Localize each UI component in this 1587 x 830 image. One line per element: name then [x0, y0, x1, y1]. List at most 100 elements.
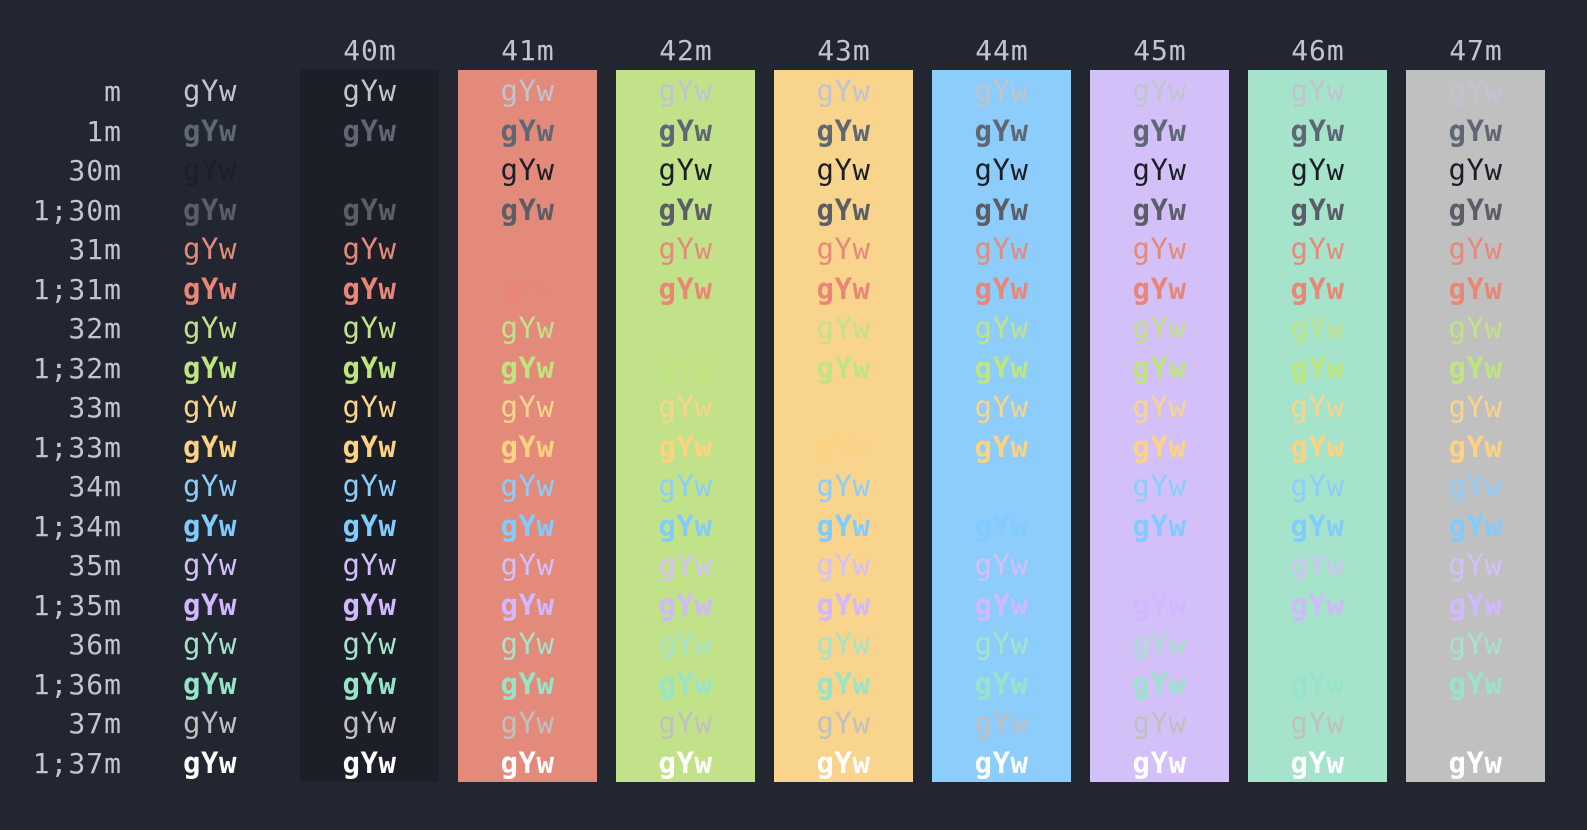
sample-cell: gYw — [342, 587, 397, 622]
sample-cell: gYw — [658, 311, 713, 345]
sample-cell: gYw — [1448, 74, 1503, 108]
bg-column-45m — [1090, 70, 1229, 782]
sample-cell: gYw — [500, 271, 555, 306]
sample-cell: gYw — [342, 74, 397, 108]
bg-column-41m — [458, 70, 597, 782]
sample-cell: gYw — [1290, 666, 1345, 701]
sample-cell: gYw — [500, 192, 555, 227]
sample-cell: gYw — [1132, 429, 1187, 464]
sample-cell: gYw — [1132, 587, 1187, 622]
sample-cell: gYw — [1290, 232, 1345, 266]
sample-default-bg: gYw — [183, 627, 237, 661]
sample-cell: gYw — [1290, 271, 1345, 306]
sample-cell: gYw — [658, 548, 713, 582]
sample-cell: gYw — [1448, 548, 1503, 582]
sample-cell: gYw — [658, 232, 713, 266]
sample-cell: gYw — [500, 232, 555, 266]
sample-cell: gYw — [1448, 390, 1503, 424]
sample-cell: gYw — [974, 350, 1029, 385]
sample-cell: gYw — [658, 508, 713, 543]
sample-cell: gYw — [816, 587, 871, 622]
sample-cell: gYw — [1448, 706, 1503, 740]
bg-column-40m — [300, 70, 439, 782]
sample-cell: gYw — [1448, 113, 1503, 148]
sample-cell: gYw — [500, 508, 555, 543]
row-label-31m: 31m — [68, 233, 122, 266]
sample-cell: gYw — [816, 548, 871, 582]
sample-cell: gYw — [342, 271, 397, 306]
sample-cell: gYw — [658, 192, 713, 227]
sample-cell: gYw — [816, 627, 871, 661]
sample-cell: gYw — [342, 390, 397, 424]
sample-default-bg: gYw — [183, 508, 237, 543]
sample-cell: gYw — [342, 666, 397, 701]
sample-cell: gYw — [974, 311, 1029, 345]
sample-cell: gYw — [658, 469, 713, 503]
sample-cell: gYw — [1448, 469, 1503, 503]
sample-default-bg: gYw — [183, 666, 237, 701]
sample-cell: gYw — [974, 469, 1029, 503]
sample-cell: gYw — [342, 232, 397, 266]
bg-column-46m — [1248, 70, 1387, 782]
sample-default-bg: gYw — [183, 153, 237, 187]
row-label-1-30m: 1;30m — [32, 193, 122, 227]
sample-default-bg: gYw — [183, 350, 237, 385]
sample-cell: gYw — [974, 666, 1029, 701]
sample-cell: gYw — [1132, 508, 1187, 543]
sample-cell: gYw — [1290, 429, 1345, 464]
sample-cell: gYw — [1448, 666, 1503, 701]
bg-column-44m — [932, 70, 1071, 782]
sample-cell: gYw — [1132, 153, 1187, 187]
row-label-1-32m: 1;32m — [32, 351, 122, 385]
sample-cell: gYw — [974, 627, 1029, 661]
sample-cell: gYw — [500, 706, 555, 740]
bg-column-42m — [616, 70, 755, 782]
sample-default-bg: gYw — [183, 192, 237, 227]
sample-cell: gYw — [1448, 587, 1503, 622]
sample-default-bg: gYw — [183, 706, 237, 740]
row-label-1-36m: 1;36m — [32, 667, 122, 701]
sample-cell: gYw — [1448, 508, 1503, 543]
sample-cell: gYw — [1132, 390, 1187, 424]
sample-cell: gYw — [658, 74, 713, 108]
column-header-45m: 45m — [1133, 34, 1187, 67]
sample-cell: gYw — [1448, 232, 1503, 266]
sample-cell: gYw — [1132, 113, 1187, 148]
sample-cell: gYw — [342, 153, 397, 187]
sample-cell: gYw — [816, 390, 871, 424]
sample-cell: gYw — [1132, 350, 1187, 385]
sample-cell: gYw — [974, 113, 1029, 148]
sample-cell: gYw — [342, 429, 397, 464]
sample-cell: gYw — [974, 587, 1029, 622]
row-label-36m: 36m — [68, 628, 122, 661]
sample-cell: gYw — [816, 350, 871, 385]
sample-default-bg: gYw — [183, 390, 237, 424]
sample-cell: gYw — [1132, 311, 1187, 345]
sample-cell: gYw — [974, 745, 1029, 780]
sample-cell: gYw — [342, 113, 397, 148]
sample-cell: gYw — [1290, 745, 1345, 780]
sample-default-bg: gYw — [183, 232, 237, 266]
sample-cell: gYw — [974, 153, 1029, 187]
row-label-35m: 35m — [68, 549, 122, 582]
sample-cell: gYw — [658, 350, 713, 385]
sample-cell: gYw — [1132, 232, 1187, 266]
sample-cell: gYw — [1290, 587, 1345, 622]
sample-default-bg: gYw — [183, 745, 237, 780]
sample-cell: gYw — [658, 745, 713, 780]
sample-cell: gYw — [658, 153, 713, 187]
sample-cell: gYw — [658, 666, 713, 701]
sample-cell: gYw — [974, 706, 1029, 740]
sample-cell: gYw — [500, 587, 555, 622]
sample-cell: gYw — [974, 548, 1029, 582]
sample-cell: gYw — [1290, 153, 1345, 187]
sample-cell: gYw — [974, 232, 1029, 266]
sample-cell: gYw — [1448, 627, 1503, 661]
sample-cell: gYw — [1290, 469, 1345, 503]
sample-cell: gYw — [816, 232, 871, 266]
sample-cell: gYw — [1448, 192, 1503, 227]
column-header-41m: 41m — [501, 34, 555, 67]
row-label-1-31m: 1;31m — [32, 272, 122, 306]
sample-cell: gYw — [1448, 350, 1503, 385]
sample-default-bg: gYw — [183, 548, 237, 582]
